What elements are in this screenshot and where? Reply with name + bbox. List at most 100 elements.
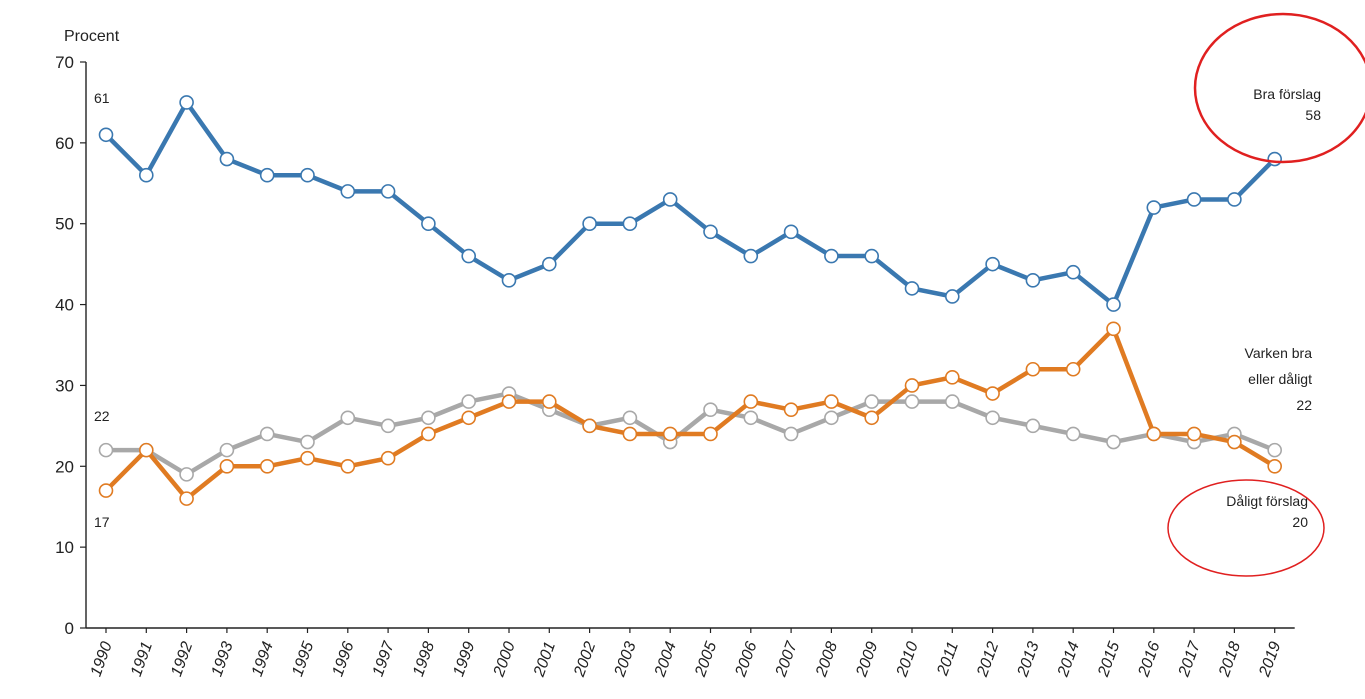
data-point — [98, 483, 114, 498]
x-tick-label: 1998 — [410, 639, 438, 678]
highlight-circle-daligt — [1167, 479, 1325, 577]
x-tick-label: 2003 — [611, 639, 640, 679]
data-point — [340, 184, 356, 199]
series-2 — [98, 321, 1282, 506]
data-point — [501, 273, 517, 288]
data-point — [944, 394, 960, 409]
data-point — [985, 386, 1000, 401]
y-tick-label: 30 — [55, 376, 74, 395]
data-point — [783, 224, 799, 240]
data-point — [461, 410, 477, 426]
data-point — [259, 167, 275, 183]
data-point — [622, 426, 638, 442]
data-point — [703, 426, 718, 442]
x-tick-label: 2007 — [772, 639, 801, 680]
x-tick-label: 2001 — [531, 640, 559, 680]
x-tick-label: 1992 — [168, 639, 196, 678]
data-point — [1106, 434, 1121, 450]
data-point — [864, 394, 880, 409]
x-tick-label: 2018 — [1216, 639, 1245, 679]
data-point — [622, 410, 638, 426]
data-point — [501, 394, 517, 409]
data-point — [340, 458, 356, 474]
data-point — [1025, 273, 1041, 288]
y-tick-label: 60 — [55, 134, 74, 153]
data-point — [904, 378, 920, 393]
x-tick-label: 2014 — [1054, 639, 1083, 679]
data-point — [1025, 418, 1041, 434]
annotation-daligt-start: 17 — [94, 514, 110, 530]
data-point — [904, 394, 920, 409]
annotation-daligt-label: Dåligt förslag — [1226, 493, 1308, 509]
annotation-varken-end: 22 — [1296, 397, 1312, 413]
data-point — [904, 281, 920, 296]
data-point — [703, 402, 718, 417]
y-tick-label: 0 — [65, 619, 74, 638]
y-tick-label: 40 — [55, 296, 74, 315]
series-line — [103, 100, 1277, 307]
data-point — [179, 491, 194, 506]
x-tick-label: 2015 — [1095, 639, 1124, 679]
data-point — [985, 256, 1000, 272]
data-point — [219, 458, 235, 474]
series-0 — [98, 95, 1282, 312]
x-tick-label: 2000 — [490, 639, 519, 679]
data-point — [461, 394, 477, 409]
data-point — [1146, 426, 1162, 442]
annotation-varken-label-1: Varken bra — [1245, 345, 1313, 361]
data-point — [1106, 297, 1121, 312]
x-tick-label: 2017 — [1175, 639, 1204, 680]
data-point — [300, 450, 315, 466]
data-point — [1065, 361, 1081, 377]
annotation-bra-label: Bra förslag — [1253, 86, 1321, 102]
x-tick-label: 1991 — [128, 640, 156, 679]
data-point — [824, 410, 839, 426]
data-point — [662, 192, 678, 207]
x-tick-label: 2006 — [732, 639, 761, 679]
series-line — [103, 326, 1277, 501]
data-point — [864, 248, 880, 264]
data-point — [985, 410, 1000, 426]
data-point — [1267, 151, 1282, 167]
data-point — [743, 410, 759, 426]
x-tick-label: 2012 — [974, 639, 1003, 679]
data-point — [541, 256, 557, 272]
series-layer — [98, 95, 1282, 506]
data-point — [582, 216, 597, 232]
data-point — [1267, 442, 1282, 458]
x-tick-label: 1996 — [329, 639, 357, 678]
data-point — [824, 394, 839, 409]
data-point — [421, 426, 436, 442]
data-point — [1227, 434, 1242, 450]
x-tick-label: 1994 — [249, 639, 277, 678]
data-point — [783, 402, 799, 417]
data-point — [944, 370, 960, 385]
data-point — [139, 167, 154, 183]
data-point — [380, 450, 396, 466]
x-tick-label: 2010 — [893, 639, 922, 679]
data-point — [662, 426, 678, 442]
data-point — [703, 224, 718, 240]
data-point — [743, 248, 759, 264]
x-tick-label: 2002 — [571, 639, 600, 679]
data-point — [259, 458, 275, 474]
data-point — [1146, 200, 1162, 215]
data-point — [1106, 321, 1121, 337]
highlight-circles — [1167, 12, 1365, 577]
data-point — [179, 95, 194, 110]
axes: 0 10 20 30 40 50 60 70 1990 1991 1992 1993 1994 1995 1… — [55, 53, 1295, 680]
data-point — [541, 394, 557, 409]
annotation-bra-end: 58 — [1305, 107, 1321, 123]
data-point — [1186, 426, 1202, 442]
data-point — [944, 289, 960, 304]
x-tick-label: 2019 — [1256, 639, 1285, 679]
x-tick-label: 1995 — [289, 639, 317, 678]
data-point — [139, 442, 154, 458]
x-tick-label: 2005 — [692, 639, 721, 679]
data-point — [380, 418, 396, 434]
data-point — [380, 184, 396, 199]
data-point — [98, 127, 114, 143]
data-point — [1065, 264, 1081, 280]
y-axis-label: Procent — [64, 28, 120, 45]
